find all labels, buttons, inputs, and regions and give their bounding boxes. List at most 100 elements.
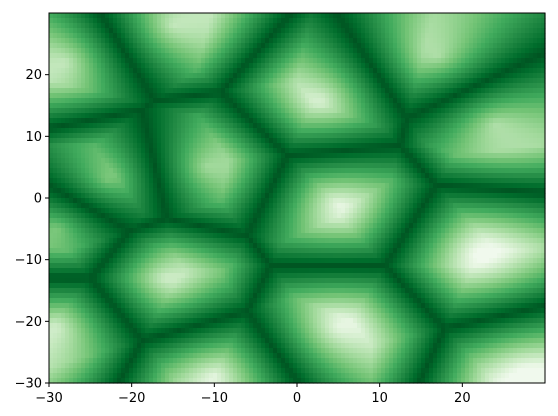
heatmap-cell xyxy=(413,38,418,44)
heatmap-cell xyxy=(345,98,350,104)
heatmap-cell xyxy=(429,98,434,104)
heatmap-cell xyxy=(489,123,494,129)
heatmap-cell xyxy=(493,203,498,209)
heatmap-cell xyxy=(213,58,218,64)
heatmap-cell xyxy=(89,173,94,179)
heatmap-cell xyxy=(325,103,330,109)
heatmap-cell xyxy=(57,33,62,39)
heatmap-cell xyxy=(225,113,230,119)
heatmap-cell xyxy=(541,133,546,139)
heatmap-cell xyxy=(245,168,250,174)
heatmap-cell xyxy=(205,98,210,104)
heatmap-cell xyxy=(369,168,374,174)
heatmap-cell xyxy=(213,113,218,119)
heatmap-cell xyxy=(357,18,362,24)
heatmap-cell xyxy=(329,158,334,164)
heatmap-cell xyxy=(49,28,54,34)
heatmap-cell xyxy=(145,68,150,74)
heatmap-cell xyxy=(445,168,450,174)
heatmap-cell xyxy=(81,178,86,184)
heatmap-cell xyxy=(401,158,406,164)
heatmap-cell xyxy=(425,103,430,109)
heatmap-cell xyxy=(397,58,402,64)
heatmap-cell xyxy=(397,83,402,89)
heatmap-cell xyxy=(149,173,154,179)
heatmap-cell xyxy=(61,173,66,179)
heatmap-cell xyxy=(533,48,538,54)
heatmap-cell xyxy=(317,193,322,199)
heatmap-cell xyxy=(125,173,130,179)
heatmap-cell xyxy=(317,33,322,39)
heatmap-cell xyxy=(205,188,210,194)
heatmap-cell xyxy=(197,153,202,159)
heatmap-cell xyxy=(469,58,474,64)
heatmap-cell xyxy=(445,88,450,94)
heatmap-cell xyxy=(241,203,246,209)
heatmap-cell xyxy=(533,18,538,24)
heatmap-cell xyxy=(141,158,146,164)
heatmap-cell xyxy=(49,73,54,79)
heatmap-cell xyxy=(325,138,330,144)
heatmap-cell xyxy=(265,208,270,214)
heatmap-cell xyxy=(469,108,474,114)
heatmap-cell xyxy=(389,68,394,74)
heatmap-cell xyxy=(405,168,410,174)
heatmap-cell xyxy=(241,58,246,64)
heatmap-cell xyxy=(241,28,246,34)
heatmap-cell xyxy=(177,138,182,144)
heatmap-cell xyxy=(61,128,66,134)
heatmap-cell xyxy=(373,48,378,54)
heatmap-cell xyxy=(373,23,378,29)
heatmap-cell xyxy=(153,163,158,169)
heatmap-cell xyxy=(57,198,62,204)
heatmap-cell xyxy=(321,113,326,119)
heatmap-cell xyxy=(393,108,398,114)
heatmap-cell xyxy=(145,193,150,199)
heatmap-cell xyxy=(529,68,534,74)
heatmap-cell xyxy=(169,163,174,169)
heatmap-cell xyxy=(109,98,114,104)
heatmap-cell xyxy=(109,73,114,79)
heatmap-cell xyxy=(101,153,106,159)
heatmap-cell xyxy=(209,18,214,24)
heatmap-cell xyxy=(401,153,406,159)
heatmap-cell xyxy=(357,113,362,119)
heatmap-cell xyxy=(101,178,106,184)
heatmap-cell xyxy=(253,93,258,99)
heatmap-cell xyxy=(181,183,186,189)
heatmap-cell xyxy=(425,88,430,94)
heatmap-cell xyxy=(213,188,218,194)
heatmap-cell xyxy=(461,138,466,144)
heatmap-cell xyxy=(81,133,86,139)
heatmap-cell xyxy=(269,208,274,214)
heatmap-cell xyxy=(273,98,278,104)
heatmap-cell xyxy=(349,98,354,104)
heatmap-cell xyxy=(517,193,522,199)
heatmap-cell xyxy=(513,168,518,174)
heatmap-cell xyxy=(169,93,174,99)
heatmap-cell xyxy=(493,173,498,179)
heatmap-cell xyxy=(189,203,194,209)
heatmap-cell xyxy=(69,193,74,199)
heatmap-cell xyxy=(469,188,474,194)
heatmap-cell xyxy=(485,48,490,54)
heatmap-cell xyxy=(193,188,198,194)
heatmap-cell xyxy=(265,128,270,134)
heatmap-cell xyxy=(429,43,434,49)
heatmap-cell xyxy=(285,13,290,19)
heatmap-cell xyxy=(269,83,274,89)
heatmap-cell xyxy=(325,198,330,204)
heatmap-cell xyxy=(405,38,410,44)
heatmap-cell xyxy=(169,143,174,149)
heatmap-cell xyxy=(341,198,346,204)
heatmap-cell xyxy=(125,213,130,219)
heatmap-cell xyxy=(273,88,278,94)
heatmap-cell xyxy=(481,153,486,159)
heatmap-cell xyxy=(217,53,222,59)
heatmap-cell xyxy=(389,43,394,49)
heatmap-cell xyxy=(153,173,158,179)
heatmap-cell xyxy=(445,58,450,64)
heatmap-cell xyxy=(413,178,418,184)
heatmap-cell xyxy=(473,53,478,59)
heatmap-cell xyxy=(349,183,354,189)
